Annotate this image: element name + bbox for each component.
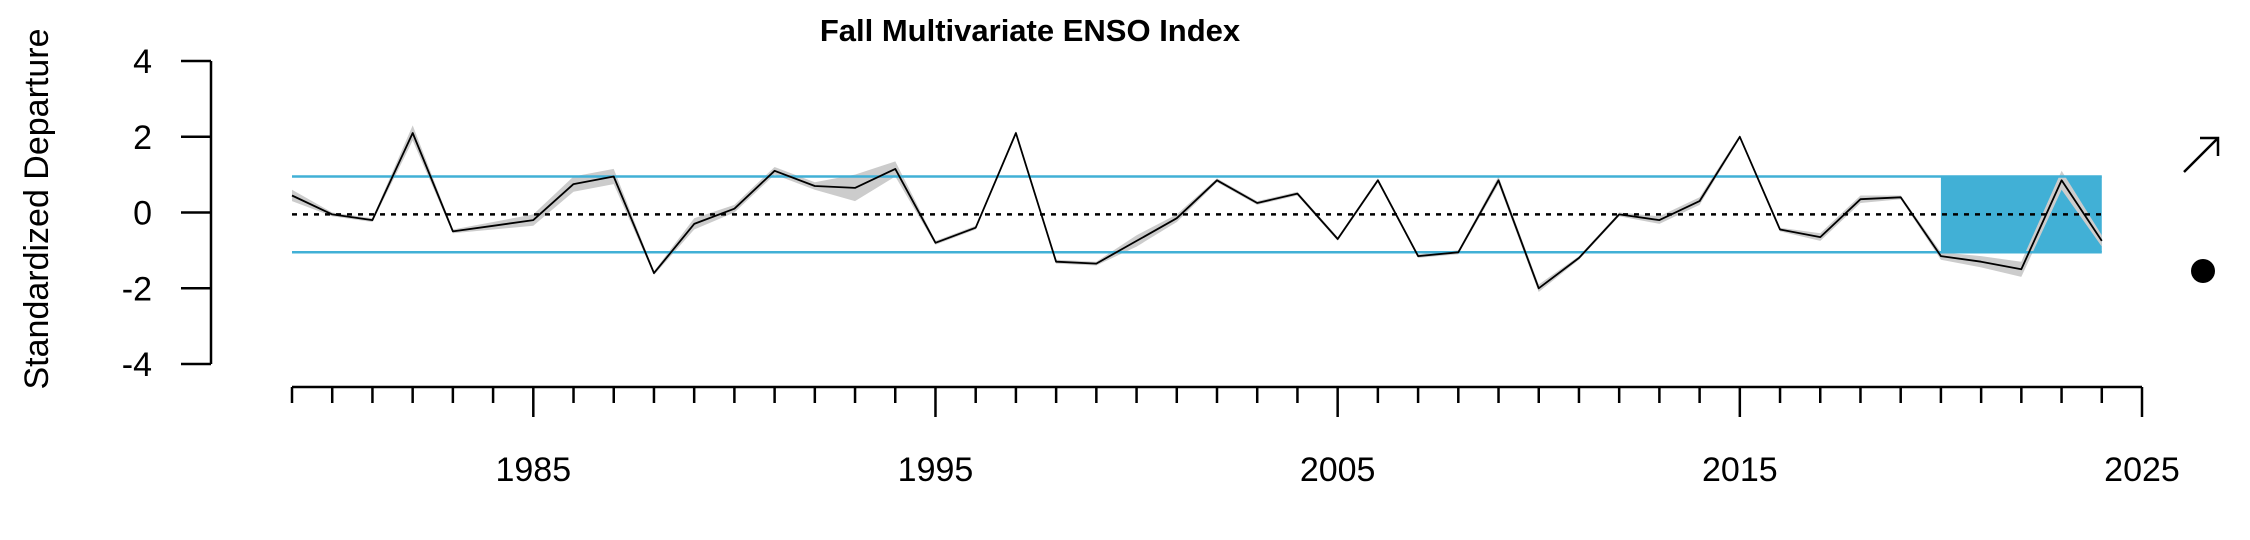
trend-arrow-head [2200,136,2220,156]
uncertainty-band [292,125,2102,293]
y-tick-label: -2 [122,270,152,308]
x-tick-label: 1985 [495,451,571,489]
plot-area: 4 2 0 -2 -4 1985 1995 2005 2015 2025 [122,43,2220,489]
trend-arrow-icon [2183,136,2220,173]
y-tick-label: 2 [133,119,152,157]
x-tick-label: 2015 [1702,451,1778,489]
y-axis-label: Standardized Departure [18,28,56,389]
y-tick-label: 0 [133,195,152,233]
status-dot-icon [2191,259,2215,283]
x-tick-label: 2025 [2104,451,2180,489]
series-line [291,132,2103,290]
chart-title: Fall Multivariate ENSO Index [820,13,1241,48]
x-tick-label: 2005 [1300,451,1376,489]
x-tick-label: 1995 [898,451,974,489]
trend-arrow-shaft [2183,137,2219,173]
y-tick-label: 4 [133,43,152,81]
y-tick-label: -4 [122,346,152,384]
